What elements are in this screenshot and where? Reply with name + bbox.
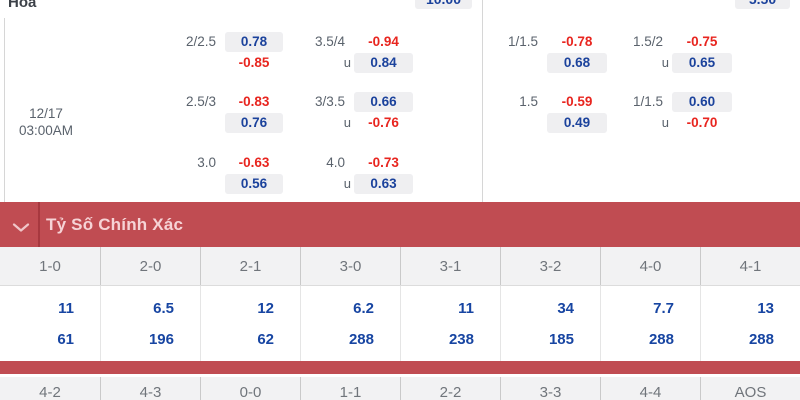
score-header: 4-2 <box>39 384 61 400</box>
score-odds-value[interactable]: 288 <box>648 331 674 348</box>
section-title: Tỷ Số Chính Xác <box>46 215 184 234</box>
away-odds-button[interactable]: 5.50 <box>735 0 790 9</box>
handicap-line-label: 3/3.5 <box>314 94 345 109</box>
odds-value-over[interactable]: -0.94 <box>368 34 399 49</box>
odds-value-over[interactable]: 0.66 <box>354 92 413 112</box>
odds-value-under[interactable]: 0.68 <box>547 53 607 73</box>
odds-value-over[interactable]: 0.78 <box>225 32 283 52</box>
score-header: 3-2 <box>500 247 600 285</box>
score-header: 4-0 <box>600 247 700 285</box>
under-prefix-label: u <box>343 115 351 130</box>
handicap-line-label: 3.5/4 <box>314 34 345 49</box>
odds-value-over[interactable]: -0.78 <box>561 34 593 49</box>
draw-odds-button[interactable]: 10.00 <box>415 0 472 9</box>
odds-value-over[interactable]: 0.60 <box>672 92 732 112</box>
score-odds-cell: 7.7 288 <box>600 286 700 361</box>
odds-value-under[interactable]: 0.63 <box>354 174 413 194</box>
odds-value-under[interactable]: 0.65 <box>672 53 732 73</box>
under-prefix-label: u <box>661 55 669 70</box>
handicap-line-label: 1/1.5 <box>507 34 538 49</box>
score-header: 0-0 <box>200 377 300 400</box>
left-border-line <box>4 18 5 202</box>
odds-value-over[interactable]: -0.63 <box>238 155 270 170</box>
score-odds-value[interactable]: 34 <box>557 300 574 317</box>
score-odds-value[interactable]: 185 <box>548 331 574 348</box>
score-odds-value[interactable]: 62 <box>257 331 274 348</box>
score-header: 3-1 <box>400 247 500 285</box>
odds-value-under[interactable]: 0.56 <box>225 174 283 194</box>
score-header: 3-3 <box>500 377 600 400</box>
section-bar-separator <box>38 202 40 247</box>
score-odds-value[interactable]: 13 <box>757 300 774 317</box>
under-prefix-label: u <box>343 176 351 191</box>
score-odds-value[interactable]: 11 <box>58 300 74 317</box>
score-odds-value[interactable]: 288 <box>748 331 774 348</box>
score-header-row-1: 1-0 2-0 2-1 3-0 3-1 3-2 4-0 4-1 <box>0 247 800 286</box>
handicap-line-label: 2/2.5 <box>185 34 216 49</box>
handicap-line-label: 4.0 <box>326 155 345 170</box>
score-header: AOS <box>700 377 800 400</box>
score-odds-cell: 34 185 <box>500 286 600 361</box>
score-odds-value[interactable]: 238 <box>448 331 474 348</box>
score-header: 2-2 <box>400 377 500 400</box>
score-header: 2-1 <box>200 247 300 285</box>
under-prefix-label: u <box>661 115 669 130</box>
match-datetime: 12/17 03:00AM <box>0 106 92 139</box>
score-header-row-2: 4-2 4-3 0-0 1-1 2-2 3-3 4-4 AOS <box>0 377 800 400</box>
chevron-down-icon[interactable] <box>12 220 30 238</box>
handicap-line-label: 2.5/3 <box>185 94 216 109</box>
score-odds-rows: 11 61 6.5 196 12 62 6.2 288 11 238 34 185 7.7 288 13 28… <box>0 286 800 361</box>
match-time: 03:00AM <box>18 122 74 138</box>
score-header: 3-0 <box>300 247 400 285</box>
score-header: 4-1 <box>700 247 800 285</box>
handicap-line-label: 1.5/2 <box>632 34 663 49</box>
odds-value-under[interactable]: -0.85 <box>238 55 270 70</box>
panel-divider-line <box>482 0 483 202</box>
odds-value-under[interactable]: 0.76 <box>225 113 283 133</box>
score-header: 4-3 <box>100 377 200 400</box>
match-date: 12/17 <box>29 106 63 121</box>
odds-value-under[interactable]: 0.84 <box>354 53 413 73</box>
score-odds-value[interactable]: 288 <box>348 331 374 348</box>
score-odds-value[interactable]: 12 <box>257 300 274 317</box>
odds-value-under[interactable]: -0.76 <box>368 115 399 130</box>
score-odds-value[interactable]: 196 <box>148 331 174 348</box>
score-odds-value[interactable]: 61 <box>57 331 74 348</box>
score-odds-cell: 6.5 196 <box>100 286 200 361</box>
score-odds-value[interactable]: 6.2 <box>353 300 374 317</box>
section-divider-strip <box>0 361 800 374</box>
handicap-line-label: 1.5 <box>519 94 538 109</box>
odds-value-under[interactable]: 0.49 <box>547 113 607 133</box>
score-odds-value[interactable]: 6.5 <box>153 300 174 317</box>
score-header: 4-4 <box>600 377 700 400</box>
section-bar-correct-score[interactable]: Tỷ Số Chính Xác <box>0 202 800 247</box>
score-header: 2-0 <box>100 247 200 285</box>
score-odds-cell: 13 288 <box>700 286 800 361</box>
odds-value-over[interactable]: -0.75 <box>686 34 718 49</box>
odds-value-over[interactable]: -0.59 <box>561 94 593 109</box>
score-odds-value[interactable]: 7.7 <box>653 300 674 317</box>
under-prefix-label: u <box>343 55 351 70</box>
score-header: 1-0 <box>39 258 61 275</box>
handicap-line-label: 3.0 <box>197 155 216 170</box>
score-odds-cell: 12 62 <box>200 286 300 361</box>
odds-value-over[interactable]: -0.83 <box>238 94 270 109</box>
draw-label: Hòa <box>8 0 37 11</box>
score-odds-value[interactable]: 11 <box>458 300 474 317</box>
score-odds-cell: 6.2 288 <box>300 286 400 361</box>
score-header: 1-1 <box>300 377 400 400</box>
odds-value-over[interactable]: -0.73 <box>368 155 399 170</box>
score-odds-cell: 11 238 <box>400 286 500 361</box>
score-odds-cell: 11 61 <box>0 286 100 361</box>
odds-value-under[interactable]: -0.70 <box>686 115 718 130</box>
handicap-line-label: 1/1.5 <box>632 94 663 109</box>
